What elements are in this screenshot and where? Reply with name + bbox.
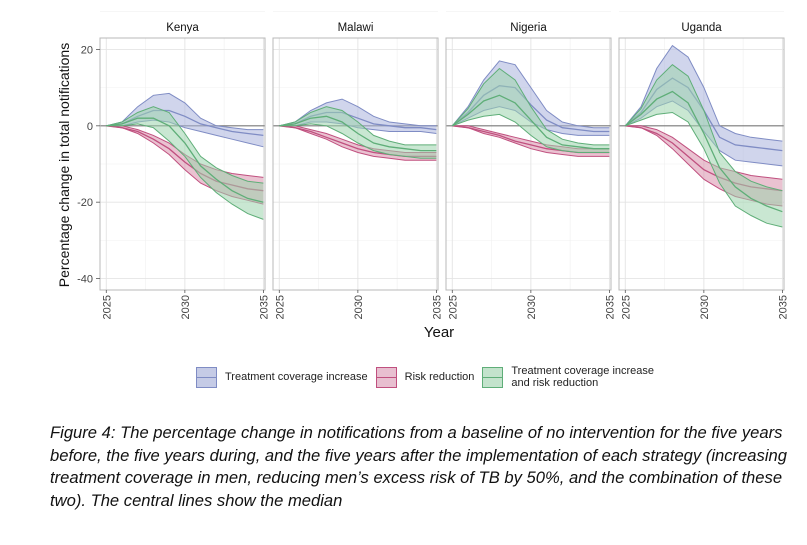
upper-line-risk-reduction xyxy=(625,125,783,180)
legend-swatch-combined xyxy=(482,366,504,388)
median-line-treatment-coverage-increase-and-risk-reduction xyxy=(624,90,783,213)
x-tick-label: 2025 xyxy=(447,295,459,319)
lower-line-treatment-coverage-increase-and-risk-reduction xyxy=(279,123,437,159)
ribbon-treatment-coverage-increase-and-risk-reduction xyxy=(106,106,264,220)
ribbon-treatment-coverage-increase-and-risk-reduction xyxy=(279,106,437,159)
y-axis: 20 0 -20 -40 xyxy=(77,44,100,286)
upper-line-treatment-coverage-increase xyxy=(624,44,783,142)
median-line-treatment-coverage-increase-and-risk-reduction xyxy=(279,115,437,152)
panel-strip xyxy=(273,16,438,38)
legend-item-risk: Risk reduction xyxy=(375,366,475,388)
median-line-treatment-coverage-increase-and-risk-reduction xyxy=(451,94,610,150)
y-tick-label: -40 xyxy=(77,274,93,286)
upper-line-treatment-coverage-increase-and-risk-reduction xyxy=(279,106,437,146)
lower-line-treatment-coverage-increase-and-risk-reduction xyxy=(452,113,610,153)
x-tick-label: 2030 xyxy=(699,295,711,319)
panel-strip xyxy=(100,16,265,38)
lower-line-risk-reduction xyxy=(279,125,437,161)
legend: Treatment coverage increase Risk reducti… xyxy=(196,362,681,392)
x-tick-label: 2030 xyxy=(526,295,538,319)
legend-item-treatment: Treatment coverage increase xyxy=(196,366,368,388)
ribbon-treatment-coverage-increase xyxy=(106,93,264,147)
panel-border xyxy=(445,37,612,291)
legend-label-risk: Risk reduction xyxy=(404,371,475,383)
upper-line-treatment-coverage-increase-and-risk-reduction xyxy=(624,64,783,192)
y-tick-label: 0 xyxy=(87,121,93,133)
x-tick-label: 2025 xyxy=(101,295,113,319)
y-tick-label: 20 xyxy=(81,44,93,56)
panel-title-kenya: Kenya xyxy=(166,22,199,34)
panel-title-uganda: Uganda xyxy=(681,22,722,34)
panel-uganda: Uganda 2025 2030 2035 xyxy=(618,10,789,319)
figure-caption: Figure 4: The percentage change in notif… xyxy=(50,423,787,510)
lower-line-risk-reduction xyxy=(452,125,610,157)
lower-line-treatment-coverage-increase-and-risk-reduction xyxy=(625,111,783,228)
lower-line-treatment-coverage-increase-and-risk-reduction xyxy=(106,123,264,220)
upper-line-treatment-coverage-increase-and-risk-reduction xyxy=(106,106,264,184)
x-tick-label: 2025 xyxy=(274,295,286,319)
panel-kenya: Kenya 2025 2030 2035 xyxy=(99,10,270,319)
panel-title-malawi: Malawi xyxy=(338,22,374,34)
y-tick-label: -20 xyxy=(77,197,93,209)
legend-item-combined: Treatment coverage increase and risk red… xyxy=(482,365,673,389)
panel-border xyxy=(99,37,266,291)
panel-nigeria: Nigeria 2025 2030 2035 xyxy=(445,10,616,319)
panel-border xyxy=(272,37,439,291)
x-tick-label: 2030 xyxy=(353,295,365,319)
ribbon-treatment-coverage-increase-and-risk-reduction xyxy=(625,64,783,227)
panel-border xyxy=(618,37,785,291)
upper-line-treatment-coverage-increase xyxy=(451,60,610,129)
legend-label-treatment: Treatment coverage increase xyxy=(225,371,368,383)
x-tick-label: 2035 xyxy=(604,295,616,319)
upper-line-treatment-coverage-increase-and-risk-reduction xyxy=(451,67,610,146)
legend-swatch-treatment xyxy=(196,366,217,388)
ribbon-treatment-coverage-increase-and-risk-reduction xyxy=(452,68,610,153)
upper-line-treatment-coverage-increase xyxy=(279,98,437,127)
x-axis-label: Year xyxy=(424,324,454,341)
panel-strip xyxy=(446,16,611,38)
y-axis-label: Percentage change in total notifications xyxy=(56,43,72,287)
x-tick-label: 2035 xyxy=(431,295,443,319)
x-tick-label: 2025 xyxy=(620,295,632,319)
legend-swatch-risk xyxy=(375,366,397,388)
legend-label-combined: Treatment coverage increase and risk red… xyxy=(511,365,655,389)
faceted-area-chart: Percentage change in total notifications… xyxy=(56,10,789,341)
panel-title-nigeria: Nigeria xyxy=(510,22,547,34)
panel-strip xyxy=(619,16,784,38)
upper-line-treatment-coverage-increase xyxy=(106,92,264,131)
ribbon-treatment-coverage-increase xyxy=(279,99,437,134)
median-line-treatment-coverage-increase-and-risk-reduction xyxy=(106,117,264,203)
x-tick-label: 2035 xyxy=(777,295,789,319)
x-tick-label: 2030 xyxy=(180,295,192,319)
x-tick-label: 2035 xyxy=(258,295,270,319)
panel-malawi: Malawi 2025 2030 2035 xyxy=(272,10,443,319)
